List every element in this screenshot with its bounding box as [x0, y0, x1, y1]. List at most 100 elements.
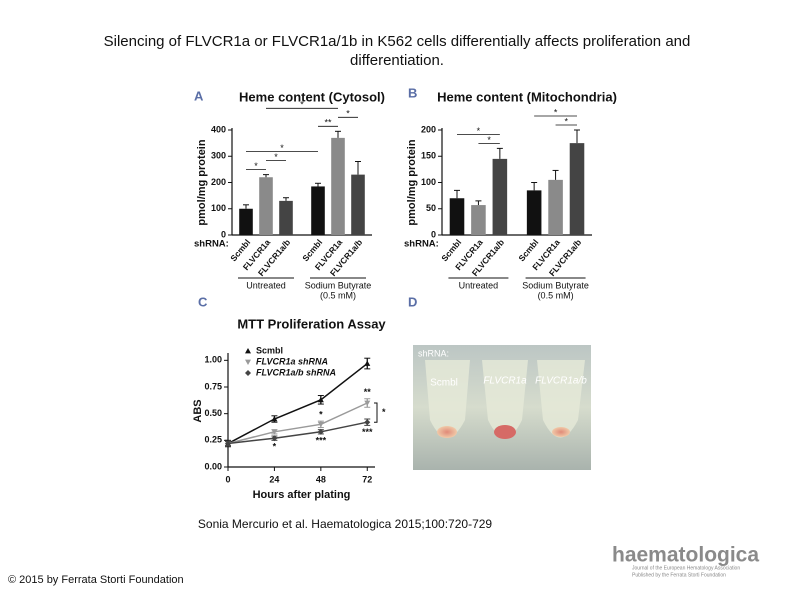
y-tick-label: 0.25	[204, 435, 222, 445]
annotation: *	[273, 442, 277, 452]
tube	[425, 360, 470, 438]
y-axis-label: pmol/mg protein	[196, 139, 208, 225]
y-tick-label: 300	[211, 151, 226, 161]
significance-label: *	[382, 407, 386, 417]
x-axis-label: Hours after plating	[253, 489, 351, 501]
group-label: Sodium Butyrate	[305, 280, 372, 290]
significance-label: *	[477, 126, 481, 136]
y-tick-label: 0	[221, 229, 226, 239]
legend-marker	[245, 370, 251, 376]
annotation: *	[319, 410, 323, 420]
marker	[364, 419, 371, 426]
photo-label: FLVCR1a/b	[535, 376, 587, 387]
x-tick-label: 24	[269, 474, 279, 484]
group-label: Untreated	[459, 280, 499, 290]
bar	[492, 158, 508, 235]
bar	[548, 179, 563, 235]
y-axis-label: pmol/mg protein	[406, 139, 418, 225]
significance-label: *	[487, 135, 491, 145]
legend-label: FLVCR1a shRNA	[256, 356, 328, 366]
significance-label: **	[324, 118, 332, 128]
legend-marker	[245, 348, 251, 354]
bar	[311, 186, 325, 235]
marker	[317, 421, 324, 428]
y-tick-label: 400	[211, 124, 226, 134]
marker	[225, 440, 231, 447]
x-tick-label: 48	[316, 474, 326, 484]
logo-tagline: Published by the Ferrata Storti Foundati…	[632, 572, 726, 578]
significance-label: *	[254, 161, 258, 171]
bar	[471, 205, 486, 235]
panel-label: B	[408, 85, 417, 100]
slide-title: differentiation.	[350, 52, 444, 69]
bar	[449, 198, 465, 235]
pellet	[437, 426, 457, 438]
legend-label: FLVCR1a/b shRNA	[256, 367, 336, 377]
x-prefix: shRNA:	[194, 239, 229, 250]
significance-label: *	[280, 143, 284, 153]
annotation: **	[364, 387, 372, 397]
y-tick-label: 50	[426, 203, 436, 213]
pellet	[552, 427, 570, 437]
legend-marker	[245, 359, 251, 365]
photo-label: Scmbl	[430, 378, 458, 389]
bar	[351, 174, 365, 235]
y-tick-label: 100	[421, 177, 436, 187]
bar	[259, 177, 273, 235]
y-tick-label: 200	[421, 124, 436, 134]
x-prefix: shRNA:	[404, 239, 439, 250]
annotation: ***	[316, 435, 327, 445]
marker	[271, 429, 278, 435]
citation: Sonia Mercurio et al. Haematologica 2015…	[198, 517, 493, 531]
panel-label: C	[198, 294, 208, 309]
bar	[239, 208, 253, 235]
marker	[317, 428, 324, 435]
group-label: (0.5 mM)	[538, 290, 574, 300]
photo-label: shRNA:	[418, 348, 449, 358]
bar	[331, 137, 345, 235]
x-tick-label: 72	[362, 474, 372, 484]
series-line	[227, 362, 368, 445]
group-label: Untreated	[246, 280, 286, 290]
bar	[526, 190, 542, 235]
bar	[279, 200, 293, 235]
slide-title: Silencing of FLVCR1a or FLVCR1a/1b in K5…	[104, 33, 691, 50]
y-tick-label: 0.00	[204, 461, 222, 471]
series-line	[227, 402, 368, 445]
marker	[317, 396, 324, 403]
group-label: (0.5 mM)	[320, 290, 356, 300]
y-tick-label: 200	[211, 177, 226, 187]
logo-tagline: Journal of the European Hematology Assoc…	[632, 565, 740, 571]
y-tick-label: 0.50	[204, 408, 222, 418]
panel-label: D	[408, 294, 417, 309]
y-tick-label: 100	[211, 203, 226, 213]
annotation: ***	[362, 427, 373, 437]
significance-label: *	[565, 116, 569, 126]
tube	[537, 360, 585, 438]
tube	[482, 360, 528, 438]
significance-label: *	[300, 100, 304, 110]
panel-label: A	[194, 88, 204, 103]
y-tick-label: 150	[421, 151, 436, 161]
y-axis-label: ABS	[192, 399, 204, 422]
chart-title: Heme content (Cytosol)	[239, 89, 385, 104]
marker	[271, 416, 278, 422]
chart-title: Heme content (Mitochondria)	[437, 89, 617, 104]
bar	[569, 143, 585, 235]
pellet	[494, 425, 516, 439]
marker	[271, 435, 278, 442]
logo: haematologica	[612, 544, 759, 567]
photo: shRNA: Scmbl FLVCR1a FLVCR1a/b	[413, 345, 591, 470]
significance-label: *	[346, 109, 350, 119]
y-tick-label: 1.00	[204, 355, 222, 365]
photo-label: FLVCR1a	[483, 376, 527, 387]
y-tick-label: 0.75	[204, 381, 222, 391]
legend-label: Scmbl	[256, 345, 283, 355]
chart-title: MTT Proliferation Assay	[237, 316, 386, 331]
significance-bracket	[374, 402, 378, 423]
group-label: Sodium Butyrate	[522, 280, 589, 290]
series-line	[227, 421, 368, 445]
significance-label: *	[274, 152, 278, 162]
